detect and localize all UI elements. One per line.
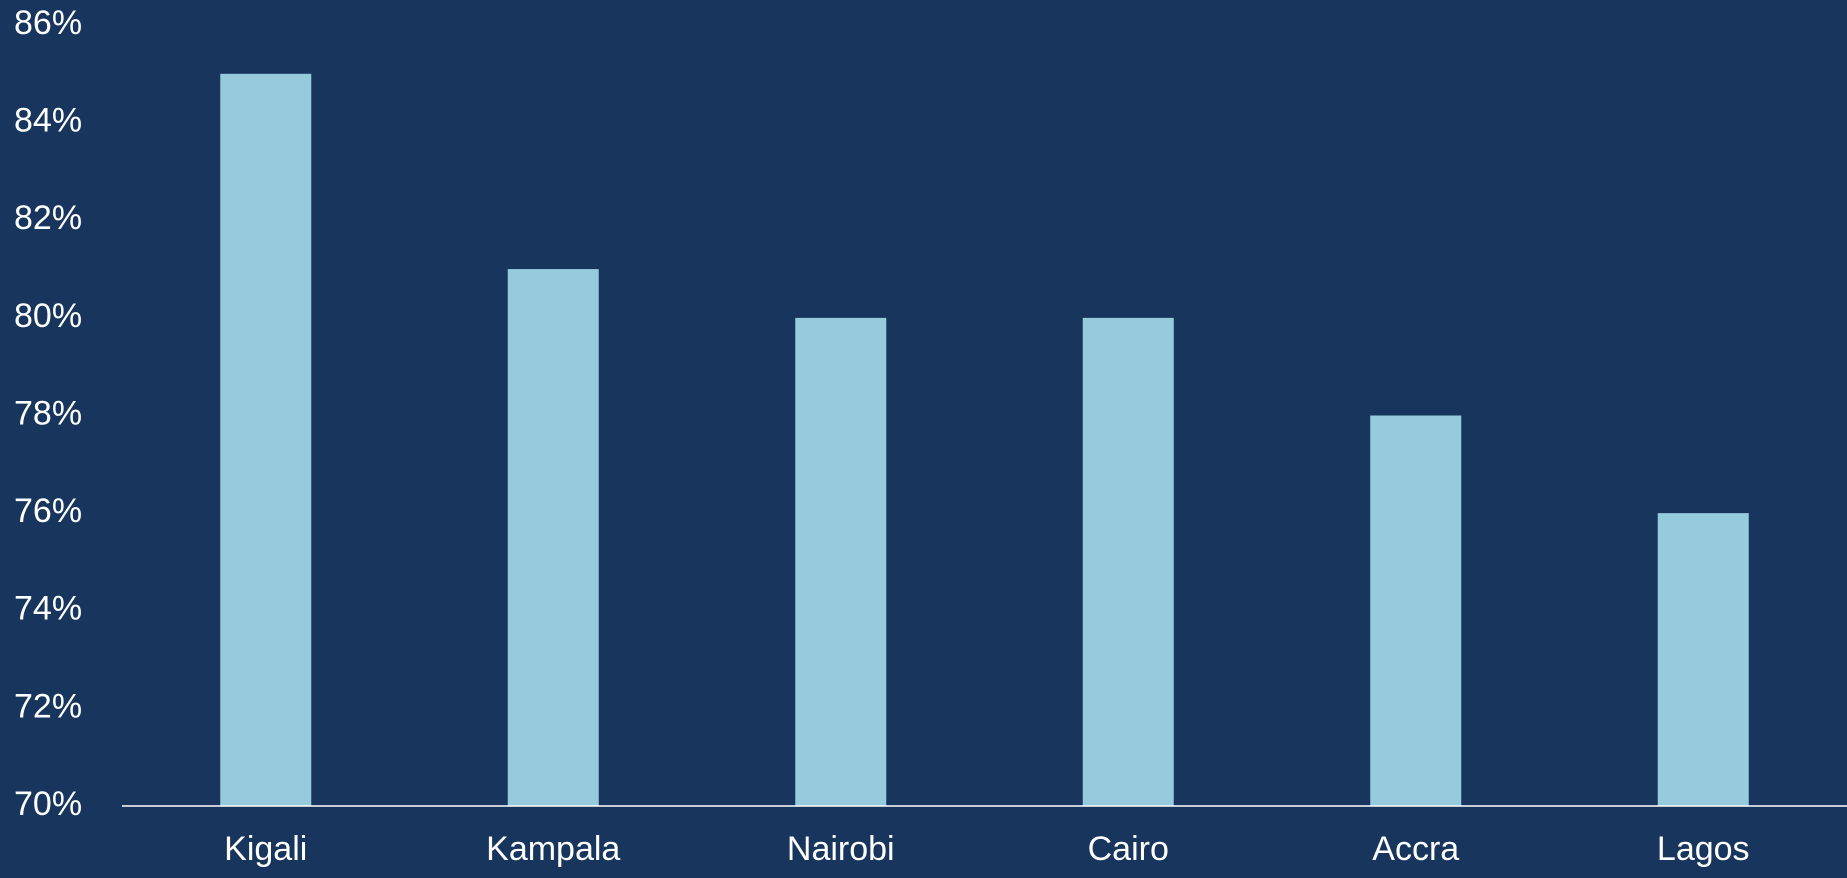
y-tick-label: 72% <box>14 687 82 725</box>
x-tick-label: Nairobi <box>787 830 895 868</box>
y-tick-label: 76% <box>14 492 82 530</box>
bar-nairobi <box>795 317 887 806</box>
bar-cairo <box>1082 317 1174 806</box>
x-tick-label: Kampala <box>486 830 620 868</box>
y-tick-label: 82% <box>14 199 82 237</box>
y-tick-label: 84% <box>14 102 82 140</box>
x-tick-label: Lagos <box>1657 830 1750 868</box>
bar-accra <box>1370 415 1462 806</box>
x-axis-ticks: Kigali Kampala Nairobi Cairo Accra Lagos <box>224 830 1749 868</box>
x-tick-label: Kigali <box>224 830 307 868</box>
bar-lagos <box>1657 513 1749 806</box>
y-tick-label: 80% <box>14 297 82 335</box>
bar-kigali <box>220 73 312 806</box>
bars-group <box>220 73 1749 806</box>
y-tick-label: 78% <box>14 394 82 432</box>
y-tick-label: 70% <box>14 785 82 823</box>
bar-kampala <box>507 269 599 806</box>
y-tick-label: 86% <box>14 4 82 42</box>
x-tick-label: Accra <box>1372 830 1459 868</box>
y-axis-ticks: 70% 72% 74% 76% 78% 80% 82% 84% 86% <box>14 4 82 823</box>
y-tick-label: 74% <box>14 590 82 628</box>
x-tick-label: Cairo <box>1088 830 1169 868</box>
